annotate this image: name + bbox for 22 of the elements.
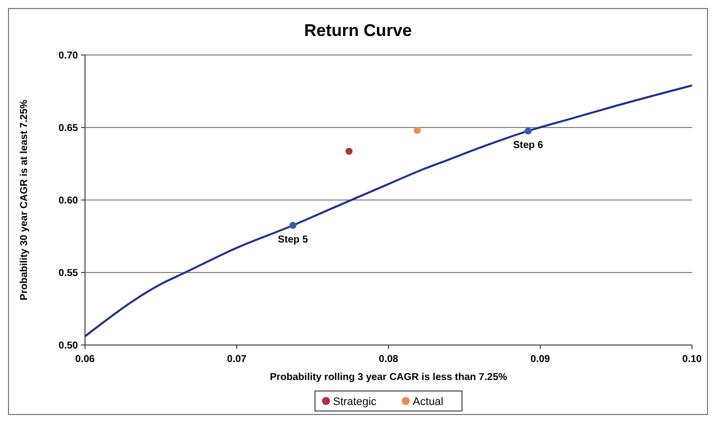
chart-title: Return Curve — [304, 21, 412, 40]
y-tick-label: 0.65 — [58, 123, 78, 134]
point — [524, 127, 532, 134]
y-tick-label: 0.70 — [58, 50, 78, 62]
x-tick-label: 0.08 — [378, 354, 399, 365]
annotation: Step 6 — [513, 140, 544, 151]
x-tick-label: 0.07 — [227, 354, 247, 365]
x-tick-label: 0.06 — [75, 354, 96, 365]
y-axis-title: Probability 30 year CAGR is at least 7.25% — [19, 100, 30, 300]
x-axis-title: Probability rolling 3 year CAGR is less than 7.25% — [270, 372, 508, 383]
line-series — [84, 84, 693, 338]
annotation: Step 5 — [278, 234, 308, 246]
x-tick-label: 0.09 — [530, 354, 550, 365]
point — [414, 126, 421, 134]
legend-label: Actual — [412, 396, 444, 408]
x-tick-label: 0.10 — [682, 354, 702, 365]
y-tick-label: 0.60 — [58, 196, 78, 206]
y-tick-label: 0.50 — [58, 340, 78, 352]
legend-label: Strategic — [333, 396, 377, 408]
point — [289, 222, 296, 229]
point — [346, 148, 353, 155]
y-tick-label: 0.55 — [58, 268, 78, 279]
